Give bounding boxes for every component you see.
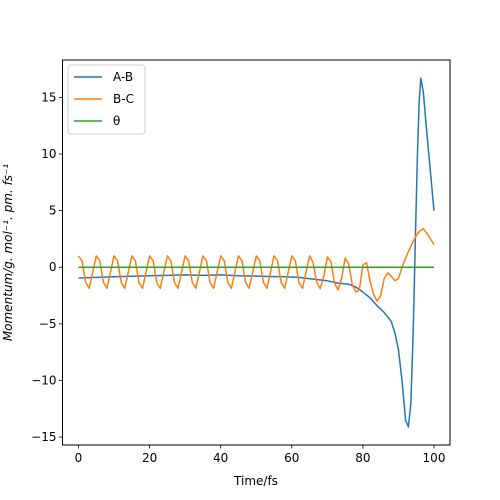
legend-box (67, 64, 146, 135)
legend-label: B-C (113, 92, 134, 106)
x-tick-label: 100 (423, 451, 446, 465)
y-tick-label: −10 (31, 373, 56, 387)
x-axis-ticks: 0 20 40 60 80 100 (75, 445, 446, 465)
series-layer (77, 77, 435, 428)
legend-items: A-B B-C θ (74, 70, 134, 128)
x-tick-label: 80 (355, 451, 370, 465)
y-tick-label: 10 (41, 147, 56, 161)
legend: A-B B-C θ (67, 64, 146, 135)
y-tick-label: 0 (49, 260, 57, 274)
y-axis-label: Momentum/g. mol⁻¹. pm. fs⁻¹ (1, 164, 15, 342)
y-tick-label: 5 (49, 204, 57, 218)
series-line-1 (78, 77, 435, 428)
y-tick-label: −15 (31, 430, 56, 444)
y-axis-ticks: −15 −10 −5 0 5 10 15 (31, 90, 63, 444)
plot-area: 0 20 40 60 80 100 −15 −10 −5 0 5 10 15 (31, 59, 451, 465)
axes-frame (62, 59, 451, 446)
legend-label: θ (113, 114, 120, 128)
x-axis-label: Time/fs (233, 474, 278, 488)
x-tick-label: 40 (213, 451, 228, 465)
x-tick-label: 60 (284, 451, 299, 465)
y-tick-label: −5 (39, 317, 57, 331)
y-tick-label: 15 (41, 90, 56, 104)
x-tick-label: 0 (75, 451, 83, 465)
legend-label: A-B (113, 70, 133, 84)
series-line-2 (77, 227, 435, 302)
x-tick-label: 20 (142, 451, 157, 465)
